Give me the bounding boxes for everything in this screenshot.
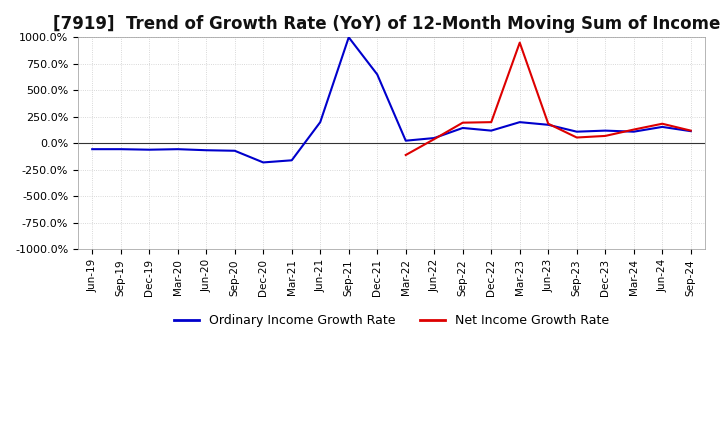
Legend: Ordinary Income Growth Rate, Net Income Growth Rate: Ordinary Income Growth Rate, Net Income … [168, 309, 614, 332]
Title: [7919]  Trend of Growth Rate (YoY) of 12-Month Moving Sum of Incomes: [7919] Trend of Growth Rate (YoY) of 12-… [53, 15, 720, 33]
